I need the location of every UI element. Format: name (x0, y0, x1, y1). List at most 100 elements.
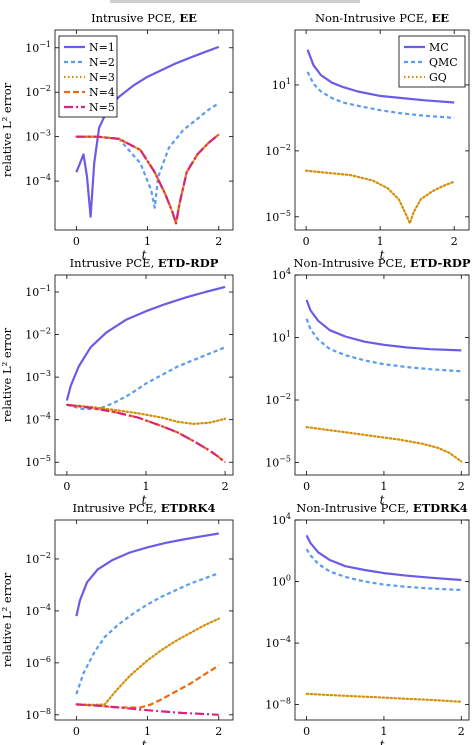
y-tick-base: 10 (25, 371, 39, 384)
series-line-qmc (305, 318, 462, 373)
legend-label: QMC (429, 56, 458, 69)
x-axis-label: t (380, 493, 385, 507)
x-axis-label: t (142, 248, 147, 262)
x-tick-label: 1 (142, 480, 149, 493)
x-tick-label: 2 (458, 480, 465, 493)
y-tick-exponent: −4 (39, 173, 51, 182)
y-tick-base: 10 (272, 332, 286, 345)
series-line-mc (306, 49, 455, 104)
series-line-mc (305, 534, 462, 582)
x-axis-label: t (142, 738, 147, 745)
x-tick-label: 0 (303, 235, 310, 248)
chart-title: Non-Intrusive PCE, ETDRK4 (296, 501, 467, 515)
y-tick-label: 10−2 (265, 143, 291, 158)
y-tick-label: 100 (272, 574, 291, 589)
chart-title-text: Intrusive PCE, (72, 501, 160, 515)
x-tick-label: 0 (303, 725, 310, 738)
series-line-gq (305, 169, 456, 225)
y-tick-exponent: −4 (39, 603, 51, 612)
series-line-n1 (75, 45, 220, 218)
y-tick-label: 10−2 (25, 84, 51, 99)
x-tick-label: 0 (303, 480, 310, 493)
x-tick-label: 1 (144, 235, 151, 248)
y-tick-base: 10 (272, 79, 286, 92)
y-tick-exponent: −2 (279, 392, 291, 401)
y-tick-exponent: −4 (39, 412, 51, 421)
chart-title-bold: ETD-RDP (410, 256, 471, 270)
y-tick-label: 10−8 (25, 707, 51, 722)
x-axis-label: t (380, 738, 385, 745)
chart-title: Intrusive PCE, ETDRK4 (72, 501, 215, 515)
series-line-qmc (306, 71, 455, 119)
legend-label: N=5 (89, 101, 115, 114)
series-line-n5 (76, 133, 220, 225)
legend-label: N=1 (89, 41, 115, 54)
x-tick-label: 1 (377, 235, 384, 248)
series-group (305, 299, 463, 463)
series-group (65, 285, 227, 464)
chart-title-text: Non-Intrusive PCE, (293, 256, 410, 270)
legend-label: N=3 (89, 71, 115, 84)
series-line-gq (305, 426, 463, 463)
plot-frame (294, 29, 470, 231)
y-tick-exponent: 1 (286, 77, 291, 86)
y-tick-label: 10−5 (25, 454, 51, 469)
y-tick-label: 10−3 (25, 369, 51, 384)
legend-label: N=2 (89, 56, 115, 69)
y-tick-exponent: −5 (39, 454, 51, 463)
y-tick-base: 10 (25, 329, 39, 342)
series-line-n5 (66, 403, 226, 464)
chart-title-bold: ETDRK4 (413, 501, 468, 515)
series-line-n3 (75, 617, 220, 706)
y-tick-base: 10 (25, 175, 39, 188)
y-tick-base: 10 (265, 145, 279, 158)
y-tick-base: 10 (25, 709, 39, 722)
x-tick-label: 2 (451, 235, 458, 248)
y-tick-base: 10 (25, 42, 39, 55)
y-tick-exponent: −3 (39, 129, 51, 138)
y-tick-label: 10−2 (25, 551, 51, 566)
series-line-mc (305, 299, 462, 352)
y-tick-base: 10 (25, 456, 39, 469)
y-tick-base: 10 (25, 131, 39, 144)
y-tick-label: 10−3 (25, 129, 51, 144)
y-tick-label: 101 (272, 77, 291, 92)
y-axis-label: relative L² error (0, 327, 14, 422)
chart-title: Non-Intrusive PCE, EE (315, 11, 449, 25)
chart-title-bold: ETDRK4 (161, 501, 216, 515)
legend-label: GQ (429, 71, 447, 84)
chart-title: Non-Intrusive PCE, ETD-RDP (293, 256, 470, 270)
series-line-n5 (76, 703, 219, 716)
legend-box (398, 35, 466, 88)
y-tick-base: 10 (25, 86, 39, 99)
series-line-n1 (75, 532, 219, 617)
x-axis-label: t (380, 248, 385, 262)
y-tick-exponent: 4 (286, 512, 291, 521)
plot-frame (294, 519, 470, 721)
legend-label: N=4 (89, 86, 115, 99)
y-tick-label: 10−5 (265, 455, 291, 470)
y-tick-exponent: −1 (39, 284, 51, 293)
y-tick-label: 10−2 (265, 392, 291, 407)
y-tick-exponent: 4 (286, 267, 291, 276)
y-tick-base: 10 (265, 457, 279, 470)
y-tick-base: 10 (25, 286, 39, 299)
y-tick-exponent: 0 (286, 574, 291, 583)
chart-title-text: Non-Intrusive PCE, (296, 501, 413, 515)
panel-nonintrusive_etdrk4: Non-Intrusive PCE, ETDRK410410010−410−80… (265, 501, 470, 745)
x-tick-label: 1 (144, 725, 151, 738)
chart-title-text: Non-Intrusive PCE, (315, 11, 432, 25)
series-line-n2 (75, 572, 220, 695)
series-line-n4 (76, 664, 220, 709)
y-tick-base: 10 (265, 211, 279, 224)
y-tick-label: 10−4 (265, 635, 291, 650)
y-tick-exponent: −2 (39, 551, 51, 560)
series-group (305, 534, 463, 703)
x-tick-label: 2 (458, 725, 465, 738)
x-tick-label: 0 (63, 480, 70, 493)
y-tick-label: 10−8 (265, 697, 291, 712)
panel-intrusive_etdrdp: Intrusive PCE, ETD-RDP10−110−210−310−410… (0, 256, 234, 507)
